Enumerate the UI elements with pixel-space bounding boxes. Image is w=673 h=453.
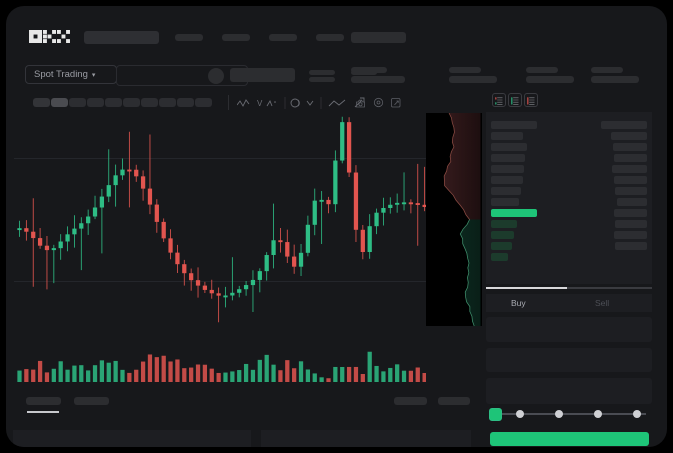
- svg-text:V: V: [257, 99, 263, 108]
